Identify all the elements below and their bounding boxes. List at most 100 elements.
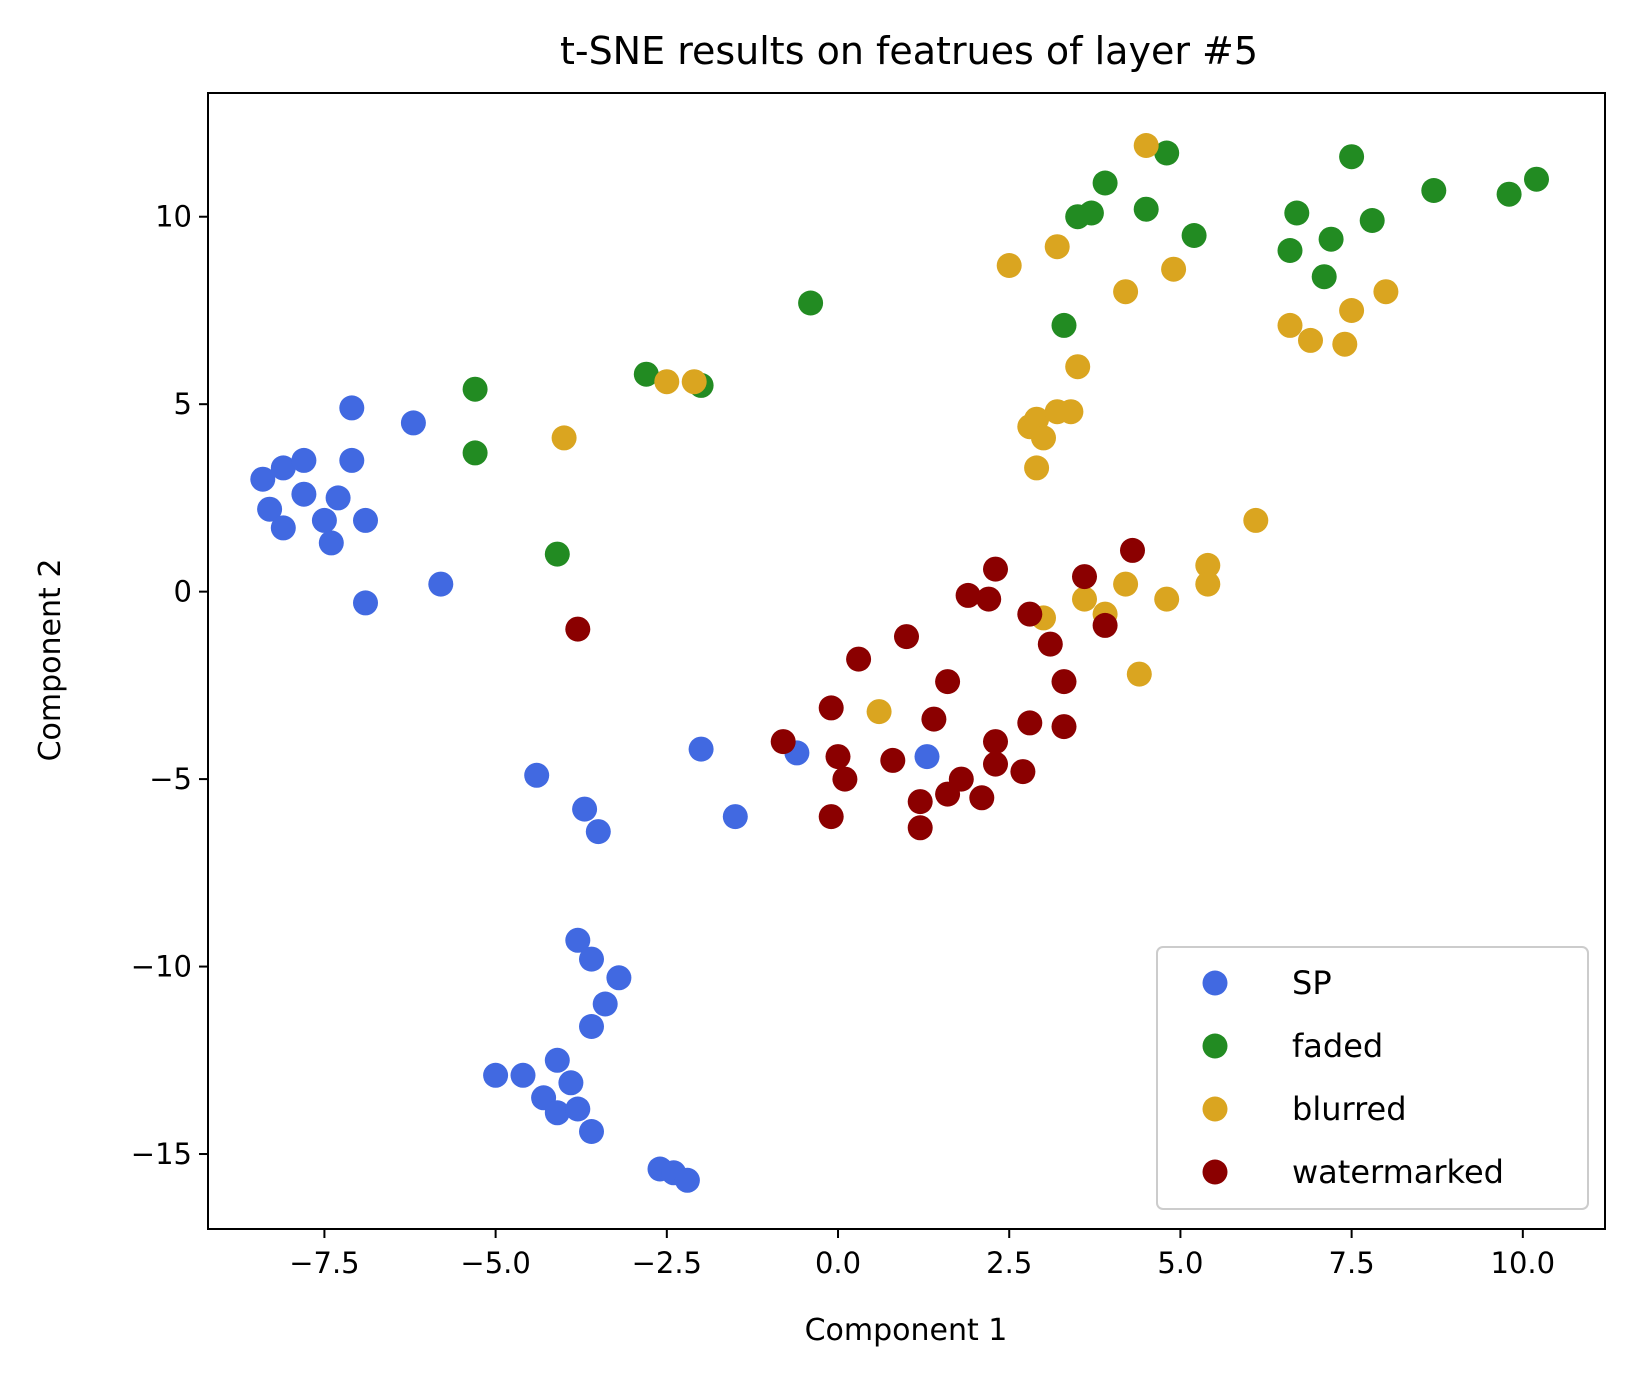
point-faded-2 [544, 541, 570, 567]
point-watermarked-8 [894, 624, 919, 650]
x-tick-label: 7.5 [1329, 1246, 1375, 1280]
point-faded-10 [1133, 196, 1159, 222]
point-blurred-25 [1072, 586, 1097, 612]
point-watermarked-28 [1092, 612, 1118, 638]
point-blurred-6 [1161, 256, 1187, 282]
point-faded-1 [462, 440, 488, 466]
y-axis-ticks: −15 −10 −5 0 5 10 [131, 200, 208, 1171]
point-faded-17 [1339, 144, 1365, 170]
point-faded-18 [1359, 208, 1385, 233]
y-tick-label: 10 [155, 200, 192, 234]
y-tick-label: −15 [131, 1137, 192, 1171]
point-watermarked-12 [935, 669, 961, 695]
point-watermarked-16 [976, 586, 1002, 612]
x-tick-label: 5.0 [1157, 1246, 1203, 1280]
point-SP-5 [400, 410, 426, 436]
point-blurred-3 [996, 253, 1022, 278]
plot-frame [207, 92, 1606, 1230]
point-faded-9 [1092, 170, 1118, 196]
point-watermarked-2 [818, 695, 844, 721]
point-watermarked-11 [921, 706, 947, 732]
y-tick-label: −5 [149, 762, 192, 796]
point-watermarked-14 [948, 766, 974, 792]
x-tick-label: −7.5 [289, 1246, 359, 1280]
point-SP-15 [524, 762, 550, 788]
point-blurred-19 [1373, 279, 1399, 305]
point-watermarked-21 [1010, 759, 1036, 785]
point-SP-6 [257, 496, 283, 522]
point-blurred-7 [1133, 133, 1159, 158]
point-faded-19 [1421, 178, 1447, 203]
point-blurred-18 [1339, 298, 1365, 323]
point-faded-15 [1311, 264, 1337, 290]
x-tick-label: 0.0 [815, 1246, 861, 1280]
point-SP-2 [291, 447, 317, 473]
point-watermarked-10 [907, 815, 933, 841]
point-SP-21 [914, 744, 940, 770]
point-faded-5 [798, 290, 824, 316]
point-faded-11 [1154, 140, 1180, 166]
legend-marker-faded [1202, 1033, 1228, 1059]
point-SP-4 [339, 447, 365, 473]
y-tick-label: −10 [131, 950, 192, 984]
point-SP-13 [353, 590, 378, 616]
points-layer [250, 133, 1549, 1193]
point-SP-24 [606, 965, 632, 991]
point-blurred-29 [866, 699, 892, 725]
point-faded-3 [633, 361, 659, 387]
point-SP-28 [558, 1070, 584, 1096]
point-SP-26 [579, 1014, 604, 1039]
point-blurred-20 [1243, 507, 1269, 533]
point-SP-0 [250, 466, 276, 492]
point-watermarked-22 [1017, 601, 1043, 627]
point-watermarked-3 [825, 744, 851, 770]
point-SP-8 [325, 485, 351, 511]
point-blurred-21 [1195, 552, 1221, 578]
point-SP-1 [270, 455, 296, 481]
legend-box [1156, 946, 1589, 1210]
point-SP-22 [565, 927, 591, 953]
point-watermarked-15 [969, 785, 995, 811]
point-watermarked-25 [1051, 669, 1077, 695]
point-blurred-17 [1332, 331, 1358, 357]
point-SP-23 [579, 946, 604, 972]
point-blurred-23 [1154, 586, 1180, 612]
x-tick-label: 2.5 [986, 1246, 1032, 1280]
point-faded-12 [1181, 223, 1207, 248]
point-blurred-24 [1113, 571, 1139, 597]
point-SP-19 [722, 804, 748, 830]
point-blurred-16 [1298, 327, 1323, 353]
point-watermarked-1 [770, 729, 796, 755]
legend-label-SP: SP [1292, 964, 1332, 1002]
point-blurred-14 [1024, 455, 1050, 481]
point-blurred-28 [1126, 661, 1152, 687]
point-watermarked-26 [1051, 714, 1077, 740]
y-tick-label: 0 [174, 575, 192, 609]
point-blurred-22 [1195, 571, 1221, 597]
point-SP-30 [483, 1062, 509, 1088]
legend: SP faded blurred watermarked [1156, 946, 1589, 1210]
point-blurred-11 [1031, 425, 1056, 451]
point-faded-14 [1277, 238, 1303, 263]
point-watermarked-20 [983, 751, 1008, 777]
point-SP-37 [674, 1167, 700, 1193]
point-watermarked-19 [983, 729, 1008, 755]
point-SP-7 [291, 481, 317, 507]
point-blurred-2 [681, 369, 707, 395]
point-SP-27 [544, 1047, 570, 1073]
point-blurred-0 [551, 425, 577, 451]
y-tick-label: 5 [174, 387, 192, 421]
x-tick-label: −5.0 [460, 1246, 530, 1280]
point-SP-10 [311, 507, 337, 533]
point-watermarked-6 [846, 646, 872, 672]
legend-marker-watermarked [1202, 1159, 1228, 1185]
legend-marker-SP [1202, 970, 1228, 996]
point-watermarked-7 [880, 747, 906, 773]
point-watermarked-0 [565, 616, 591, 642]
point-faded-0 [462, 376, 488, 402]
x-tick-label: −2.5 [632, 1246, 702, 1280]
point-watermarked-27 [1072, 564, 1097, 590]
point-watermarked-29 [1120, 537, 1145, 563]
point-blurred-15 [1277, 312, 1303, 338]
point-blurred-4 [1044, 234, 1070, 260]
